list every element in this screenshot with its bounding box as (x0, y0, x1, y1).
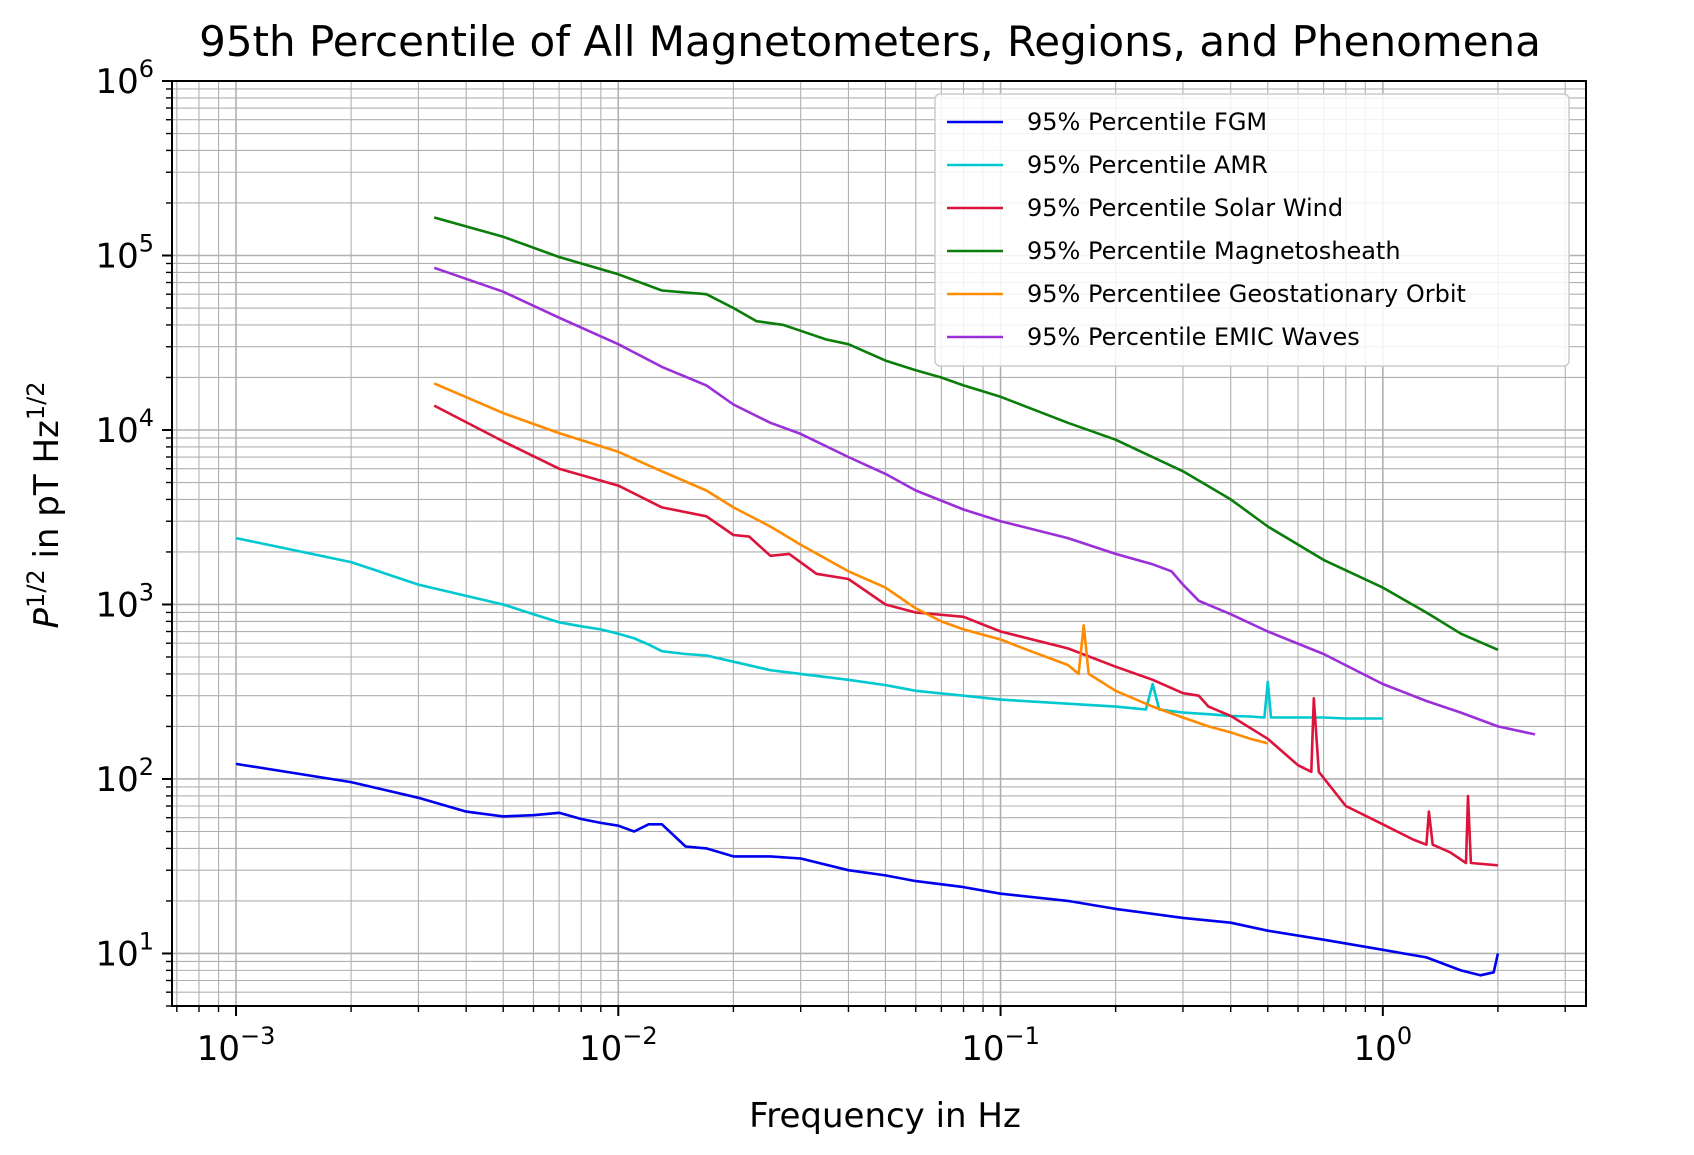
series-line-5 (433, 382, 1269, 745)
x-tick-label-exponent: −2 (622, 1022, 657, 1050)
legend-label: 95% Percentile AMR (1027, 151, 1268, 179)
y-axis-label-base: P (27, 607, 67, 628)
y-tick-label: 101 (95, 927, 154, 974)
chart-title: 95th Percentile of All Magnetometers, Re… (199, 17, 1541, 66)
y-tick-label-exponent: 2 (139, 753, 154, 781)
y-tick-label-exponent: 4 (139, 404, 154, 432)
series-line-2 (235, 536, 1383, 720)
x-tick-label-base: 10 (197, 1029, 240, 1069)
y-tick-label-exponent: 3 (139, 578, 154, 606)
x-tick-label-exponent: −3 (240, 1022, 275, 1050)
y-tick-label: 106 (95, 55, 154, 102)
x-tick-label-base: 10 (1354, 1029, 1397, 1069)
y-tick-label: 104 (95, 404, 154, 451)
grid (172, 80, 1586, 1007)
x-tick-label: 10−3 (197, 1022, 276, 1069)
y-tick-label-base: 10 (95, 62, 138, 102)
legend-label: 95% Percentile Solar Wind (1027, 194, 1343, 222)
x-axis-label: Frequency in Hz (749, 1096, 1021, 1136)
y-tick-label-base: 10 (95, 585, 138, 625)
y-tick-label-base: 10 (95, 760, 138, 800)
x-tick-label-exponent: −1 (1005, 1022, 1040, 1050)
y-tick-label: 102 (95, 753, 154, 800)
y-tick-label-exponent: 1 (139, 927, 154, 955)
y-tick-label-exponent: 6 (139, 55, 154, 83)
y-tick-label: 103 (95, 578, 154, 625)
y-axis-label-middle: in pT Hz (27, 420, 67, 569)
x-tick-label-base: 10 (961, 1029, 1004, 1069)
y-axis-label-base-exp: 1/2 (22, 569, 50, 608)
series-line-6 (433, 266, 1536, 736)
y-tick-label-base: 10 (95, 236, 138, 276)
series-line-3 (433, 404, 1499, 867)
y-axis-label: P1/2 in pT Hz1/2 (22, 382, 67, 629)
series-lines (235, 216, 1536, 977)
legend-box (934, 93, 1570, 367)
series-line-4 (433, 216, 1499, 651)
legend-label: 95% Percentile EMIC Waves (1027, 323, 1360, 351)
y-tick-label: 105 (95, 229, 154, 276)
plot-frame (171, 80, 1587, 1007)
series-line-1 (235, 762, 1500, 977)
x-tick-label: 10−1 (961, 1022, 1040, 1069)
y-tick-label-base: 10 (95, 934, 138, 974)
x-tick-label: 10−2 (579, 1022, 658, 1069)
y-axis-label-unit-exp: 1/2 (22, 382, 50, 421)
x-tick-label: 100 (1354, 1022, 1413, 1069)
legend-label: 95% Percentile FGM (1027, 108, 1267, 136)
y-tick-label-base: 10 (95, 411, 138, 451)
x-tick-label-exponent: 0 (1397, 1022, 1412, 1050)
legend: 95% Percentile FGM 95% Percentile AMR 95% … (934, 93, 1570, 367)
legend-label: 95% Percentile Magnetosheath (1027, 237, 1401, 265)
x-tick-label-base: 10 (579, 1029, 622, 1069)
legend-label: 95% Percentilee Geostationary Orbit (1027, 280, 1466, 308)
y-tick-label-exponent: 5 (139, 229, 154, 257)
